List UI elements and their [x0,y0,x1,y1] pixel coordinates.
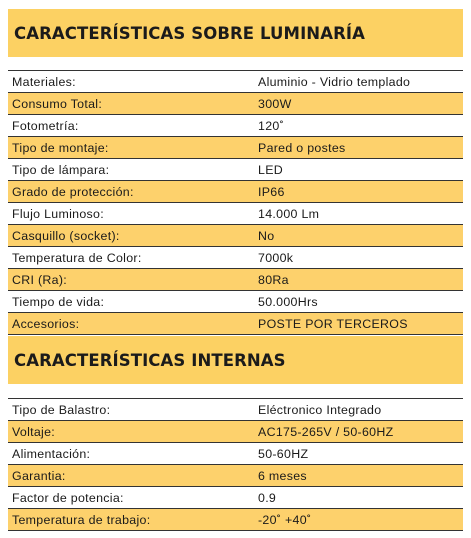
spec-table: Tipo de Balastro: Eléctronico Integrado V… [8,398,463,531]
spec-value: -20˚ +40˚ [258,512,312,527]
spec-value: 50-60HZ [258,446,309,461]
table-row: Tiempo de vida: 50.000Hrs [8,290,463,312]
spec-table: Materiales: Aluminio - Vidrio templado Co… [8,70,463,335]
spec-label: Temperatura de Color: [12,250,142,265]
section-title: CARACTERÍSTICAS SOBRE LUMINARÍA [8,9,463,57]
spec-value: 7000k [258,250,294,265]
spec-value: 50.000Hrs [258,294,318,309]
table-row: Voltaje: AC175-265V / 50-60HZ [8,420,463,442]
table-row: CRI (Ra): 80Ra [8,268,463,290]
section-internas: CARACTERÍSTICAS INTERNAS Tipo de Balastr… [8,336,463,531]
spec-label: Grado de protección: [12,184,134,199]
section-title: CARACTERÍSTICAS INTERNAS [8,336,463,384]
spec-label: Tipo de lámpara: [12,162,110,177]
table-row: Factor de potencia: 0.9 [8,486,463,508]
spec-label: CRI (Ra): [12,272,68,287]
spec-value: Aluminio - Vidrio templado [258,74,411,89]
spec-label: Materiales: [12,74,76,89]
table-row: Tipo de lámpara: LED [8,158,463,180]
spec-label: Consumo Total: [12,96,103,111]
spec-label: Tiempo de vida: [12,294,105,309]
spec-value: 120˚ [258,118,284,133]
spec-value: 0.9 [258,490,277,505]
table-row: Consumo Total: 300W [8,92,463,114]
table-row: Temperatura de trabajo: -20˚ +40˚ [8,508,463,530]
spec-value: POSTE POR TERCEROS [258,316,408,331]
table-row: Temperatura de Color: 7000k [8,246,463,268]
spec-value: 80Ra [258,272,289,287]
table-row: Accesorios: POSTE POR TERCEROS [8,312,463,334]
spec-label: Temperatura de trabajo: [12,512,151,527]
spec-label: Flujo Luminoso: [12,206,104,221]
table-row: Casquillo (socket): No [8,224,463,246]
spec-value: IP66 [258,184,285,199]
spec-label: Accesorios: [12,316,80,331]
spec-label: Alimentación: [12,446,91,461]
table-row: Tipo de montaje: Pared o postes [8,136,463,158]
spec-value: Pared o postes [258,140,346,155]
spec-label: Fotometría: [12,118,79,133]
spec-value: Eléctronico Integrado [258,402,382,417]
spec-value: LED [258,162,284,177]
spec-label: Tipo de montaje: [12,140,109,155]
table-row: Alimentación: 50-60HZ [8,442,463,464]
spec-value: 300W [258,96,292,111]
section-luminaria: CARACTERÍSTICAS SOBRE LUMINARÍA Material… [8,9,463,335]
spec-label: Voltaje: [12,424,56,439]
spec-value: AC175-265V / 50-60HZ [258,424,394,439]
spec-value: 6 meses [258,468,307,483]
spec-label: Garantia: [12,468,66,483]
table-row: Grado de protección: IP66 [8,180,463,202]
spec-label: Tipo de Balastro: [12,402,111,417]
spec-label: Casquillo (socket): [12,228,120,243]
spec-label: Factor de potencia: [12,490,124,505]
table-row: Materiales: Aluminio - Vidrio templado [8,70,463,92]
table-row: Fotometría: 120˚ [8,114,463,136]
table-row: Garantia: 6 meses [8,464,463,486]
spec-value: No [258,228,275,243]
spec-value: 14.000 Lm [258,206,320,221]
table-row: Tipo de Balastro: Eléctronico Integrado [8,398,463,420]
table-row: Flujo Luminoso: 14.000 Lm [8,202,463,224]
